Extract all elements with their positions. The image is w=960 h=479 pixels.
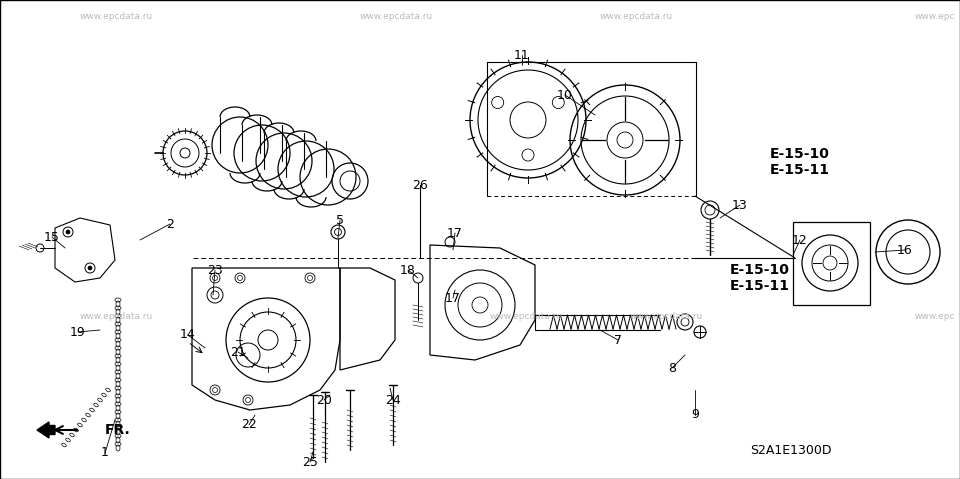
Text: 11: 11 [515, 48, 530, 61]
Text: 18: 18 [400, 263, 416, 276]
Text: 16: 16 [898, 243, 913, 256]
Text: FR.: FR. [105, 423, 131, 437]
Text: 7: 7 [614, 333, 622, 346]
Text: 13: 13 [732, 198, 748, 212]
Text: 10: 10 [557, 89, 573, 102]
Bar [793, 222, 870, 305]
Text: 25: 25 [302, 456, 318, 468]
Text: 2: 2 [166, 217, 174, 230]
Text: 17: 17 [445, 292, 461, 305]
Text: 8: 8 [668, 362, 676, 375]
Text: 12: 12 [792, 233, 808, 247]
Text: 17: 17 [447, 227, 463, 240]
Text: 20: 20 [316, 394, 332, 407]
Text: 23: 23 [207, 263, 223, 276]
Text: www.epcdata.ru: www.epcdata.ru [600, 12, 673, 21]
FancyArrow shape [37, 422, 55, 438]
Text: 14: 14 [180, 329, 196, 342]
Text: www.epcdata.ru: www.epcdata.ru [630, 312, 704, 321]
Text: 19: 19 [70, 326, 85, 339]
Text: 9: 9 [691, 409, 699, 422]
Text: 5: 5 [336, 214, 344, 227]
Text: 21: 21 [230, 345, 246, 358]
Text: 1: 1 [101, 446, 108, 459]
Text: www.epcdata.ru: www.epcdata.ru [490, 312, 564, 321]
Text: www.epcdata.ru: www.epcdata.ru [80, 312, 154, 321]
Text: www.epcdata.ru: www.epcdata.ru [360, 12, 433, 21]
Text: www.epc: www.epc [915, 12, 955, 21]
Text: 24: 24 [385, 394, 401, 407]
Text: S2A1E1300D: S2A1E1300D [750, 444, 831, 456]
Text: 15: 15 [44, 230, 60, 243]
Text: E-15-10
E-15-11: E-15-10 E-15-11 [730, 263, 790, 293]
Text: E-15-10
E-15-11: E-15-10 E-15-11 [770, 147, 830, 177]
Text: 22: 22 [241, 419, 257, 432]
Text: www.epcdata.ru: www.epcdata.ru [80, 12, 154, 21]
Circle shape [66, 230, 70, 234]
Text: www.epc: www.epc [915, 312, 955, 321]
Text: 26: 26 [412, 179, 428, 192]
Circle shape [88, 266, 92, 270]
